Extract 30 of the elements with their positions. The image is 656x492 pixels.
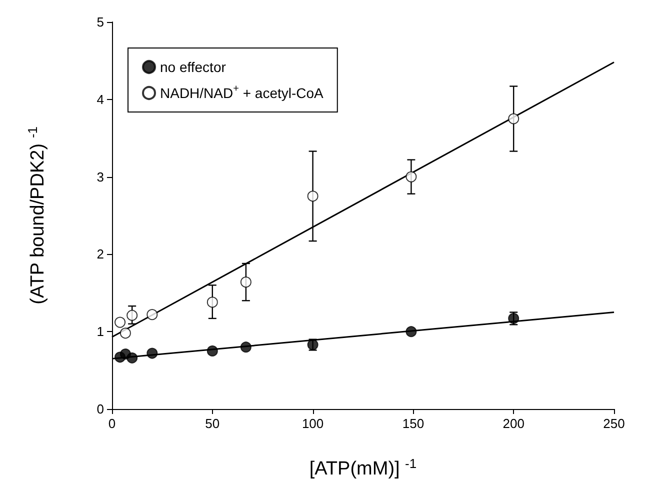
point [206,296,218,308]
point [307,190,318,202]
point [406,326,417,338]
y-axis-title: (ATP bound/PDK2) -1 [25,126,48,304]
point [240,342,252,353]
y-tick-label: 4 [96,92,104,107]
y-tick-label: 5 [96,14,104,30]
y-tick-label: 3 [96,169,104,184]
y-tick-label: 0 [96,402,104,416]
x-tick-label: 0 [108,416,116,431]
point [146,348,158,359]
x-tick-label: 150 [402,416,424,431]
legend-label: NADH/NAD+ + acetyl-CoA [160,84,324,101]
point [406,171,417,182]
x-tick-label: 100 [302,416,324,431]
point [206,345,218,356]
point [240,276,252,288]
point [120,328,131,339]
x-axis-title: [ATP(mM)] -1 [309,456,417,480]
point [114,316,126,328]
point [126,310,138,321]
y-tick-label: 2 [96,246,104,262]
legend-label: no effector [160,59,226,75]
x-tick-label: 200 [502,416,524,431]
y-tick-label: 1 [96,324,104,340]
point [126,352,138,364]
x-tick-label: 250 [603,416,625,431]
point [508,113,520,124]
x-tick-label: 50 [205,416,220,431]
point [146,309,158,320]
